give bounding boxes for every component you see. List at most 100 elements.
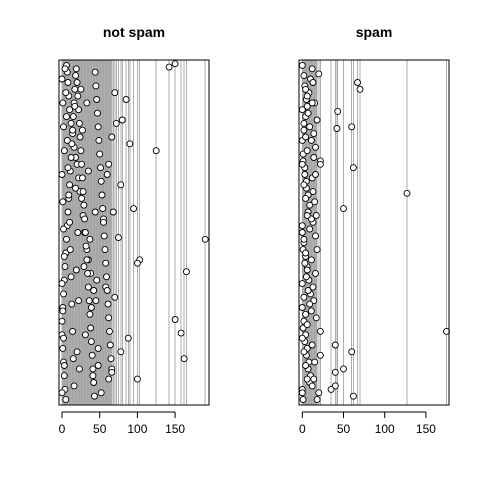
panel-spam: spam 0 50 100 150 bbox=[298, 24, 450, 436]
data-point bbox=[73, 79, 81, 86]
data-point bbox=[313, 246, 321, 254]
data-point bbox=[180, 355, 188, 363]
data-point bbox=[68, 300, 76, 308]
data-point bbox=[95, 136, 103, 144]
data-point bbox=[93, 109, 101, 117]
data-point bbox=[298, 61, 306, 69]
data-point bbox=[306, 300, 314, 308]
data-point bbox=[91, 68, 99, 76]
data-point bbox=[79, 188, 87, 196]
x-tick-label: 50 bbox=[93, 422, 107, 436]
data-point bbox=[310, 130, 318, 138]
data-point bbox=[83, 256, 91, 264]
data-point bbox=[103, 171, 111, 178]
data-point bbox=[72, 65, 80, 73]
data-point bbox=[72, 72, 80, 80]
data-point bbox=[312, 212, 320, 219]
data-point bbox=[64, 79, 72, 86]
data-point bbox=[333, 125, 341, 132]
data-point bbox=[182, 268, 190, 276]
x-tick-label: 150 bbox=[165, 422, 185, 436]
data-point bbox=[201, 235, 209, 243]
data-point bbox=[59, 99, 67, 107]
data-point bbox=[349, 164, 357, 172]
data-point bbox=[68, 140, 76, 148]
data-point bbox=[308, 382, 316, 390]
panel-title-spam: spam bbox=[356, 24, 393, 40]
data-point bbox=[84, 167, 92, 175]
data-point bbox=[67, 273, 75, 281]
data-point bbox=[301, 259, 309, 267]
data-point bbox=[90, 287, 98, 294]
x-tick-label: 0 bbox=[59, 422, 66, 436]
data-point bbox=[62, 89, 70, 97]
grid-spam bbox=[302, 60, 447, 405]
data-point bbox=[97, 164, 104, 172]
data-point bbox=[308, 99, 316, 107]
data-point bbox=[313, 116, 321, 124]
data-point bbox=[307, 136, 315, 144]
grid-not-spam bbox=[61, 60, 206, 405]
data-point bbox=[302, 249, 310, 257]
data-point bbox=[312, 314, 320, 322]
data-point bbox=[63, 113, 70, 121]
data-point bbox=[69, 113, 77, 121]
data-point bbox=[298, 106, 306, 114]
data-point bbox=[59, 198, 67, 206]
data-point bbox=[60, 225, 67, 233]
data-point bbox=[78, 126, 86, 134]
data-point bbox=[60, 147, 68, 155]
data-point bbox=[92, 82, 100, 90]
points-not-spam bbox=[58, 60, 209, 404]
data-point bbox=[309, 188, 317, 196]
data-point bbox=[87, 338, 95, 346]
data-point bbox=[334, 107, 342, 115]
panel-not-spam: not spam 0 50 100 150 bbox=[58, 24, 210, 436]
data-point bbox=[100, 232, 108, 240]
data-point bbox=[85, 297, 93, 305]
data-point bbox=[59, 307, 67, 315]
data-point bbox=[302, 310, 310, 318]
data-point bbox=[91, 208, 99, 216]
data-point bbox=[97, 389, 105, 397]
data-point bbox=[309, 79, 317, 86]
points-spam bbox=[298, 61, 450, 404]
data-point bbox=[299, 396, 307, 404]
data-point bbox=[300, 293, 308, 301]
data-point bbox=[303, 147, 311, 155]
data-point bbox=[78, 160, 86, 168]
data-point bbox=[96, 150, 104, 158]
data-point bbox=[99, 205, 107, 213]
data-point bbox=[303, 266, 311, 274]
data-point bbox=[58, 75, 66, 83]
data-point bbox=[97, 177, 105, 185]
data-point bbox=[312, 232, 319, 240]
data-point bbox=[306, 225, 314, 233]
data-point bbox=[101, 246, 109, 254]
data-point bbox=[310, 375, 318, 383]
data-point bbox=[303, 212, 311, 219]
data-point bbox=[354, 79, 361, 86]
data-point bbox=[300, 235, 308, 243]
data-point bbox=[75, 119, 83, 127]
data-point bbox=[74, 229, 82, 236]
data-point bbox=[316, 351, 324, 359]
data-point bbox=[87, 304, 95, 311]
x-axis-not-spam: 0 50 100 150 bbox=[59, 411, 185, 436]
data-point bbox=[312, 269, 319, 277]
data-point bbox=[58, 171, 66, 178]
data-point bbox=[106, 327, 113, 335]
data-point bbox=[66, 106, 74, 114]
data-point bbox=[105, 375, 113, 383]
data-point bbox=[93, 96, 101, 103]
data-point bbox=[59, 344, 67, 352]
data-point bbox=[298, 229, 306, 236]
data-point bbox=[60, 290, 67, 298]
data-point bbox=[124, 334, 132, 342]
data-point bbox=[60, 362, 68, 369]
plot-frame-spam bbox=[298, 59, 450, 406]
data-point bbox=[348, 123, 356, 131]
data-point bbox=[64, 208, 72, 216]
data-point bbox=[304, 109, 312, 117]
data-point bbox=[301, 171, 309, 178]
